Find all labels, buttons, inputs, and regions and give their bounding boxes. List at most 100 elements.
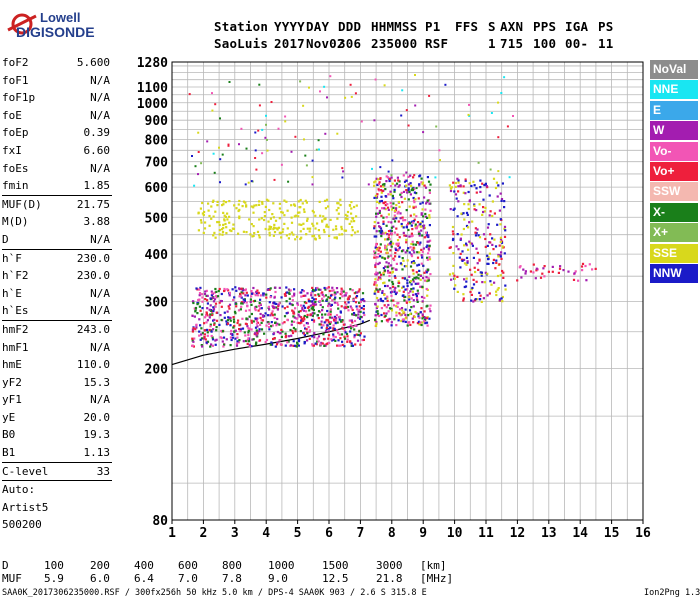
echo-point (300, 223, 303, 226)
echo-point (273, 316, 276, 319)
echo-point (324, 288, 327, 291)
echo-point (206, 302, 209, 305)
echo-point (418, 323, 421, 326)
echo-point (259, 312, 262, 316)
echo-point (306, 217, 309, 220)
echo-point (271, 324, 274, 327)
echo-point (398, 312, 401, 315)
echo-point (494, 245, 498, 248)
echo-point (371, 167, 373, 170)
echo-point (397, 242, 400, 245)
echo-point (414, 223, 417, 226)
echo-point (351, 289, 354, 292)
echo-point (401, 268, 404, 271)
echo-point (567, 270, 570, 273)
echo-point (378, 209, 381, 212)
echo-point (312, 308, 315, 312)
echo-point (245, 204, 248, 207)
echo-point (321, 309, 324, 312)
echo-point (385, 261, 388, 264)
echo-point (349, 324, 352, 327)
echo-point (415, 294, 418, 297)
echo-point (324, 132, 327, 135)
echo-point (410, 232, 413, 235)
echo-point (311, 335, 314, 338)
echo-point (278, 302, 281, 305)
echo-point (429, 183, 432, 186)
echo-point (329, 75, 332, 78)
echo-point (201, 345, 204, 348)
echo-point (294, 330, 297, 333)
echo-point (375, 212, 378, 215)
echo-point (389, 242, 392, 245)
echo-point (228, 221, 231, 224)
echo-point (380, 214, 383, 217)
param-value: N/A (90, 393, 110, 407)
echo-point (276, 341, 279, 344)
echo-point (274, 345, 277, 348)
echo-point (415, 276, 418, 279)
echo-point (428, 94, 431, 97)
echo-point (422, 316, 426, 319)
echo-point (337, 303, 340, 306)
echo-point (307, 298, 310, 301)
echo-point (323, 85, 326, 88)
echo-point (228, 229, 232, 232)
echo-point (462, 227, 465, 231)
echo-point (416, 298, 419, 301)
echo-point (334, 322, 337, 325)
echo-point (257, 129, 260, 132)
echo-point (498, 209, 501, 212)
echo-point (418, 251, 421, 254)
echo-point (404, 295, 407, 298)
echo-point (260, 328, 264, 331)
echo-point (376, 256, 379, 259)
echo-point (394, 276, 397, 279)
echo-point (212, 308, 216, 311)
echo-point (409, 182, 412, 185)
echo-point (577, 279, 580, 282)
echo-point (311, 311, 314, 315)
echo-point (200, 162, 203, 165)
echo-point (385, 180, 388, 183)
echo-point (232, 318, 235, 321)
echo-point (353, 205, 356, 209)
echo-point (350, 307, 353, 310)
echo-point (308, 309, 311, 312)
echo-point (389, 190, 392, 193)
echo-point (500, 240, 504, 243)
echo-point (290, 150, 293, 153)
param-row: fxI 6.60 (2, 142, 110, 160)
echo-point (413, 251, 416, 254)
echo-point (482, 297, 485, 300)
legend-item-ssw: SSW (650, 182, 698, 202)
echo-point (400, 225, 403, 228)
echo-point (261, 152, 264, 155)
echo-point (479, 294, 482, 297)
echo-point (222, 223, 225, 226)
echo-point (311, 300, 314, 303)
echo-point (420, 212, 423, 215)
echo-point (314, 300, 317, 304)
echo-point (240, 127, 243, 130)
echo-point (241, 205, 244, 208)
echo-point (341, 319, 344, 322)
echo-point (491, 214, 494, 218)
echo-point (219, 158, 222, 161)
echo-point (194, 306, 198, 310)
echo-point (254, 326, 258, 329)
echo-point (209, 313, 212, 316)
echo-point (390, 290, 393, 293)
echo-point (476, 251, 479, 254)
echo-point (238, 208, 241, 211)
echo-point (389, 193, 392, 196)
echo-point (414, 198, 417, 201)
echo-point (381, 300, 385, 303)
echo-point (252, 292, 255, 295)
echo-point (291, 331, 295, 335)
echo-point (373, 256, 376, 259)
echo-point (463, 258, 466, 261)
echo-point (411, 317, 414, 320)
echo-point (311, 176, 314, 179)
echo-point (475, 191, 478, 194)
